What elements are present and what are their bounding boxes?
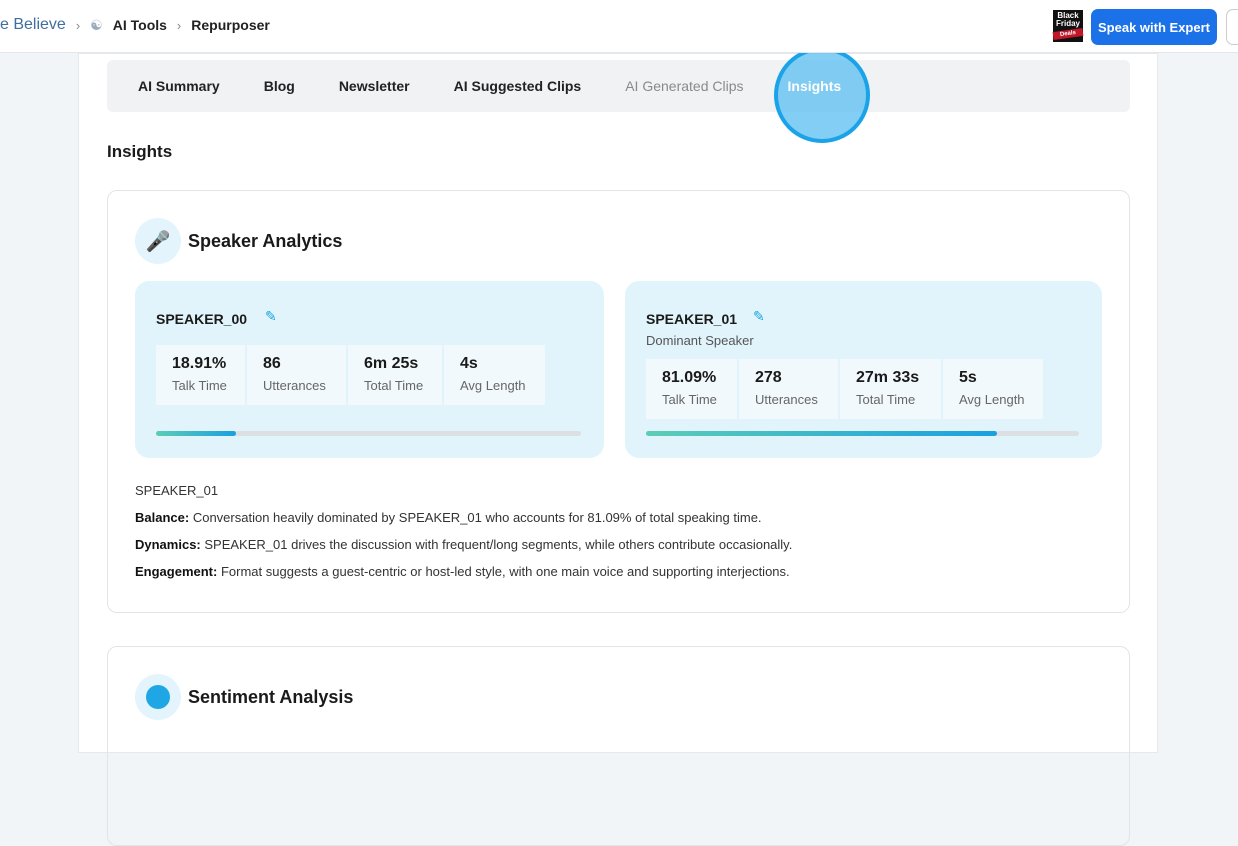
avg-length-label: Avg Length bbox=[959, 392, 1025, 407]
utterances-label: Utterances bbox=[755, 392, 818, 407]
talk-time-label: Talk Time bbox=[172, 378, 227, 393]
balance-label: Balance: bbox=[135, 510, 190, 525]
balance-text: Conversation heavily dominated by SPEAKE… bbox=[192, 510, 762, 525]
click-highlight bbox=[774, 47, 870, 143]
talk-time-label: Talk Time bbox=[662, 392, 717, 407]
speaker-subtitle: Dominant Speaker bbox=[646, 333, 754, 348]
ai-tools-icon: ☯ bbox=[90, 16, 103, 33]
breadcrumb-current: Repurposer bbox=[191, 17, 270, 33]
talk-time-value: 81.09% bbox=[662, 369, 717, 386]
speaker-card: SPEAKER_01 ✎ Dominant Speaker 81.09% Talk… bbox=[625, 281, 1102, 458]
edit-pencil-icon[interactable]: ✎ bbox=[265, 308, 277, 324]
speaker-name: SPEAKER_01 bbox=[646, 311, 738, 327]
engagement-label: Engagement: bbox=[135, 564, 218, 579]
talk-share-bar bbox=[156, 431, 581, 436]
speaker-analytics-card: 🎤 Speaker Analytics SPEAKER_00 ✎ 18.91% T… bbox=[107, 190, 1130, 613]
avg-length-label: Avg Length bbox=[460, 378, 526, 393]
sentiment-analysis-card: Sentiment Analysis bbox=[107, 646, 1130, 846]
tab-ai-summary[interactable]: AI Summary bbox=[138, 78, 220, 94]
tab-blog[interactable]: Blog bbox=[263, 78, 295, 94]
dynamics-text: SPEAKER_01 drives the discussion with fr… bbox=[204, 537, 793, 552]
page-title: Insights bbox=[107, 142, 173, 161]
dynamics-label: Dynamics: bbox=[135, 537, 201, 552]
promo-text: Black Friday bbox=[1055, 11, 1080, 28]
utterances-label: Utterances bbox=[263, 378, 326, 393]
promo-tag: Deals bbox=[1052, 27, 1084, 41]
talk-share-fill bbox=[646, 431, 998, 436]
speaker-name: SPEAKER_00 bbox=[156, 311, 248, 327]
speaker-card: SPEAKER_00 ✎ 18.91% Talk Time 86 Utterance… bbox=[135, 281, 604, 458]
main-panel: AI Summary Blog Newsletter AI Suggested … bbox=[78, 47, 1158, 846]
profile-button[interactable] bbox=[1226, 9, 1238, 45]
speaker-notes: SPEAKER_01 Balance: Conversation heavily… bbox=[135, 477, 792, 585]
talk-share-fill bbox=[156, 431, 237, 436]
tab-ai-generated-clips[interactable]: AI Generated Clips bbox=[625, 78, 744, 94]
speaker-stats: 18.91% Talk Time 86 Utterances 6m 25s Total… bbox=[156, 345, 545, 405]
total-time-value: 27m 33s bbox=[856, 369, 920, 386]
engagement-text: Format suggests a guest-centric or host-… bbox=[220, 564, 790, 579]
total-time-label: Total Time bbox=[856, 392, 916, 407]
edit-pencil-icon[interactable]: ✎ bbox=[753, 308, 765, 324]
tab-newsletter[interactable]: Newsletter bbox=[338, 78, 410, 94]
utterances-value: 278 bbox=[755, 369, 782, 386]
card-title: Sentiment Analysis bbox=[188, 687, 354, 707]
breadcrumb-root[interactable]: e Believe bbox=[0, 16, 66, 33]
speaker-stats: 81.09% Talk Time 278 Utterances 27m 33s Tot… bbox=[646, 359, 1043, 419]
total-time-value: 6m 25s bbox=[364, 355, 419, 372]
avg-length-value: 4s bbox=[460, 355, 478, 372]
tab-ai-suggested-clips[interactable]: AI Suggested Clips bbox=[453, 78, 582, 94]
talk-time-value: 18.91% bbox=[172, 355, 227, 372]
total-time-label: Total Time bbox=[364, 378, 424, 393]
top-bar: e Believe › ☯ AI Tools › Repurposer Blac… bbox=[0, 0, 1238, 53]
utterances-value: 86 bbox=[263, 355, 281, 372]
speak-with-expert-button[interactable]: Speak with Expert bbox=[1091, 9, 1217, 45]
chevron-right-icon: › bbox=[176, 17, 182, 33]
card-title: Speaker Analytics bbox=[188, 231, 343, 251]
black-friday-badge[interactable]: Black Friday Deals bbox=[1052, 10, 1084, 42]
sentiment-icon bbox=[135, 674, 181, 720]
talk-share-bar bbox=[646, 431, 1079, 436]
tab-insights[interactable]: Insights bbox=[787, 78, 842, 94]
breadcrumb-ai-tools[interactable]: AI Tools bbox=[112, 17, 167, 33]
avg-length-value: 5s bbox=[959, 369, 977, 386]
breadcrumb: e Believe › ☯ AI Tools › Repurposer bbox=[0, 16, 270, 34]
chevron-right-icon: › bbox=[75, 17, 81, 33]
microphone-icon: 🎤 bbox=[135, 218, 181, 264]
tab-bar: AI Summary Blog Newsletter AI Suggested … bbox=[107, 47, 1130, 143]
dominant-speaker: SPEAKER_01 bbox=[135, 483, 219, 498]
